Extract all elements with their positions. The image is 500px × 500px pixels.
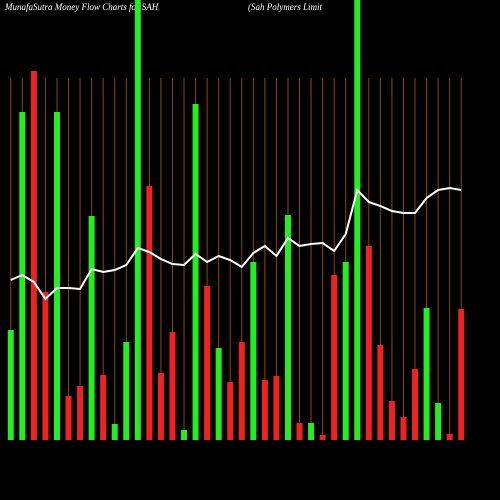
bar bbox=[365, 246, 372, 440]
bar bbox=[354, 0, 361, 440]
bar bbox=[42, 292, 49, 440]
line bbox=[10, 186, 462, 301]
bar bbox=[388, 401, 395, 440]
bar bbox=[227, 382, 234, 440]
bar bbox=[296, 423, 303, 440]
bar bbox=[134, 0, 141, 440]
bar bbox=[146, 186, 153, 440]
bar bbox=[53, 112, 60, 440]
bar bbox=[284, 215, 291, 440]
bar bbox=[204, 286, 211, 440]
bar bbox=[377, 345, 384, 440]
bar bbox=[181, 430, 188, 440]
bar bbox=[412, 369, 419, 440]
bar bbox=[77, 386, 84, 440]
chart-title: MunafaSutra Money Flow Charts for SAH bbox=[4, 2, 159, 12]
bar bbox=[400, 417, 407, 440]
bar bbox=[331, 275, 338, 440]
bar bbox=[446, 434, 453, 440]
bar bbox=[192, 104, 199, 440]
bar bbox=[423, 308, 430, 440]
bar bbox=[435, 403, 442, 440]
bar bbox=[169, 332, 176, 440]
bar bbox=[250, 262, 257, 440]
bar bbox=[100, 375, 107, 440]
bar bbox=[88, 216, 95, 440]
bar bbox=[157, 373, 164, 440]
chart-subtitle: (Sah Polymers Limit bbox=[248, 2, 322, 12]
bar bbox=[238, 342, 245, 440]
bar bbox=[7, 330, 14, 440]
bar bbox=[458, 309, 465, 440]
bar bbox=[319, 435, 326, 440]
bar bbox=[308, 423, 315, 440]
bar bbox=[215, 348, 222, 440]
bar bbox=[273, 376, 280, 440]
bar bbox=[111, 424, 118, 440]
bar bbox=[342, 262, 349, 440]
bar bbox=[30, 71, 37, 440]
bar bbox=[261, 380, 268, 440]
bar bbox=[123, 342, 130, 440]
bar bbox=[65, 396, 72, 440]
